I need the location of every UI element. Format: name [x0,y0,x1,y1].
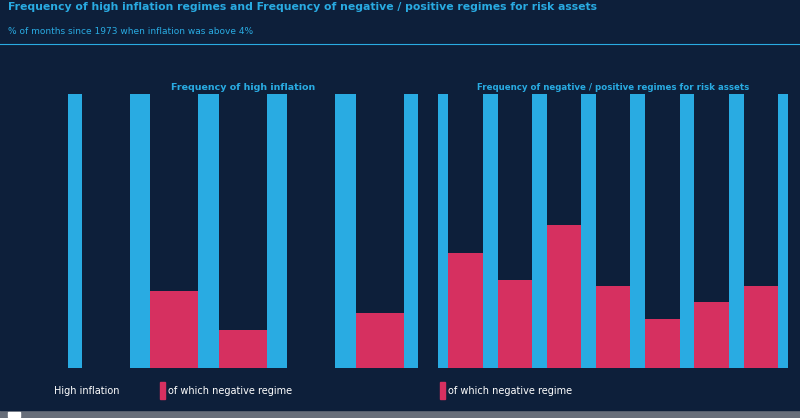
Text: Frequency of negative / positive regimes for risk assets: Frequency of negative / positive regimes… [477,83,750,92]
Bar [694,94,729,368]
Bar [646,319,680,368]
Bar [498,94,532,368]
Bar [218,94,266,368]
Bar [150,94,198,368]
Bar [287,94,335,368]
Bar [596,286,630,368]
Bar [356,313,404,368]
Text: of which negative regime: of which negative regime [448,386,572,396]
Text: of which negative regime: of which negative regime [168,386,292,396]
Bar [82,94,130,368]
Bar [448,253,482,368]
Bar [546,94,582,368]
Bar [150,291,198,368]
Bar [498,280,532,368]
Text: High inflation: High inflation [54,386,120,396]
Bar [218,329,266,368]
Bar [744,94,778,368]
Bar [646,94,680,368]
Text: Frequency of high inflation regimes and Frequency of negative / positive regimes: Frequency of high inflation regimes and … [8,2,597,12]
Text: % of months since 1973 when inflation was above 4%: % of months since 1973 when inflation wa… [8,27,253,36]
Bar [356,94,404,368]
Bar [694,302,729,368]
Bar [744,286,778,368]
Bar [596,94,630,368]
Text: Frequency of high inflation: Frequency of high inflation [170,83,315,92]
Bar [546,225,582,368]
Bar [448,94,482,368]
